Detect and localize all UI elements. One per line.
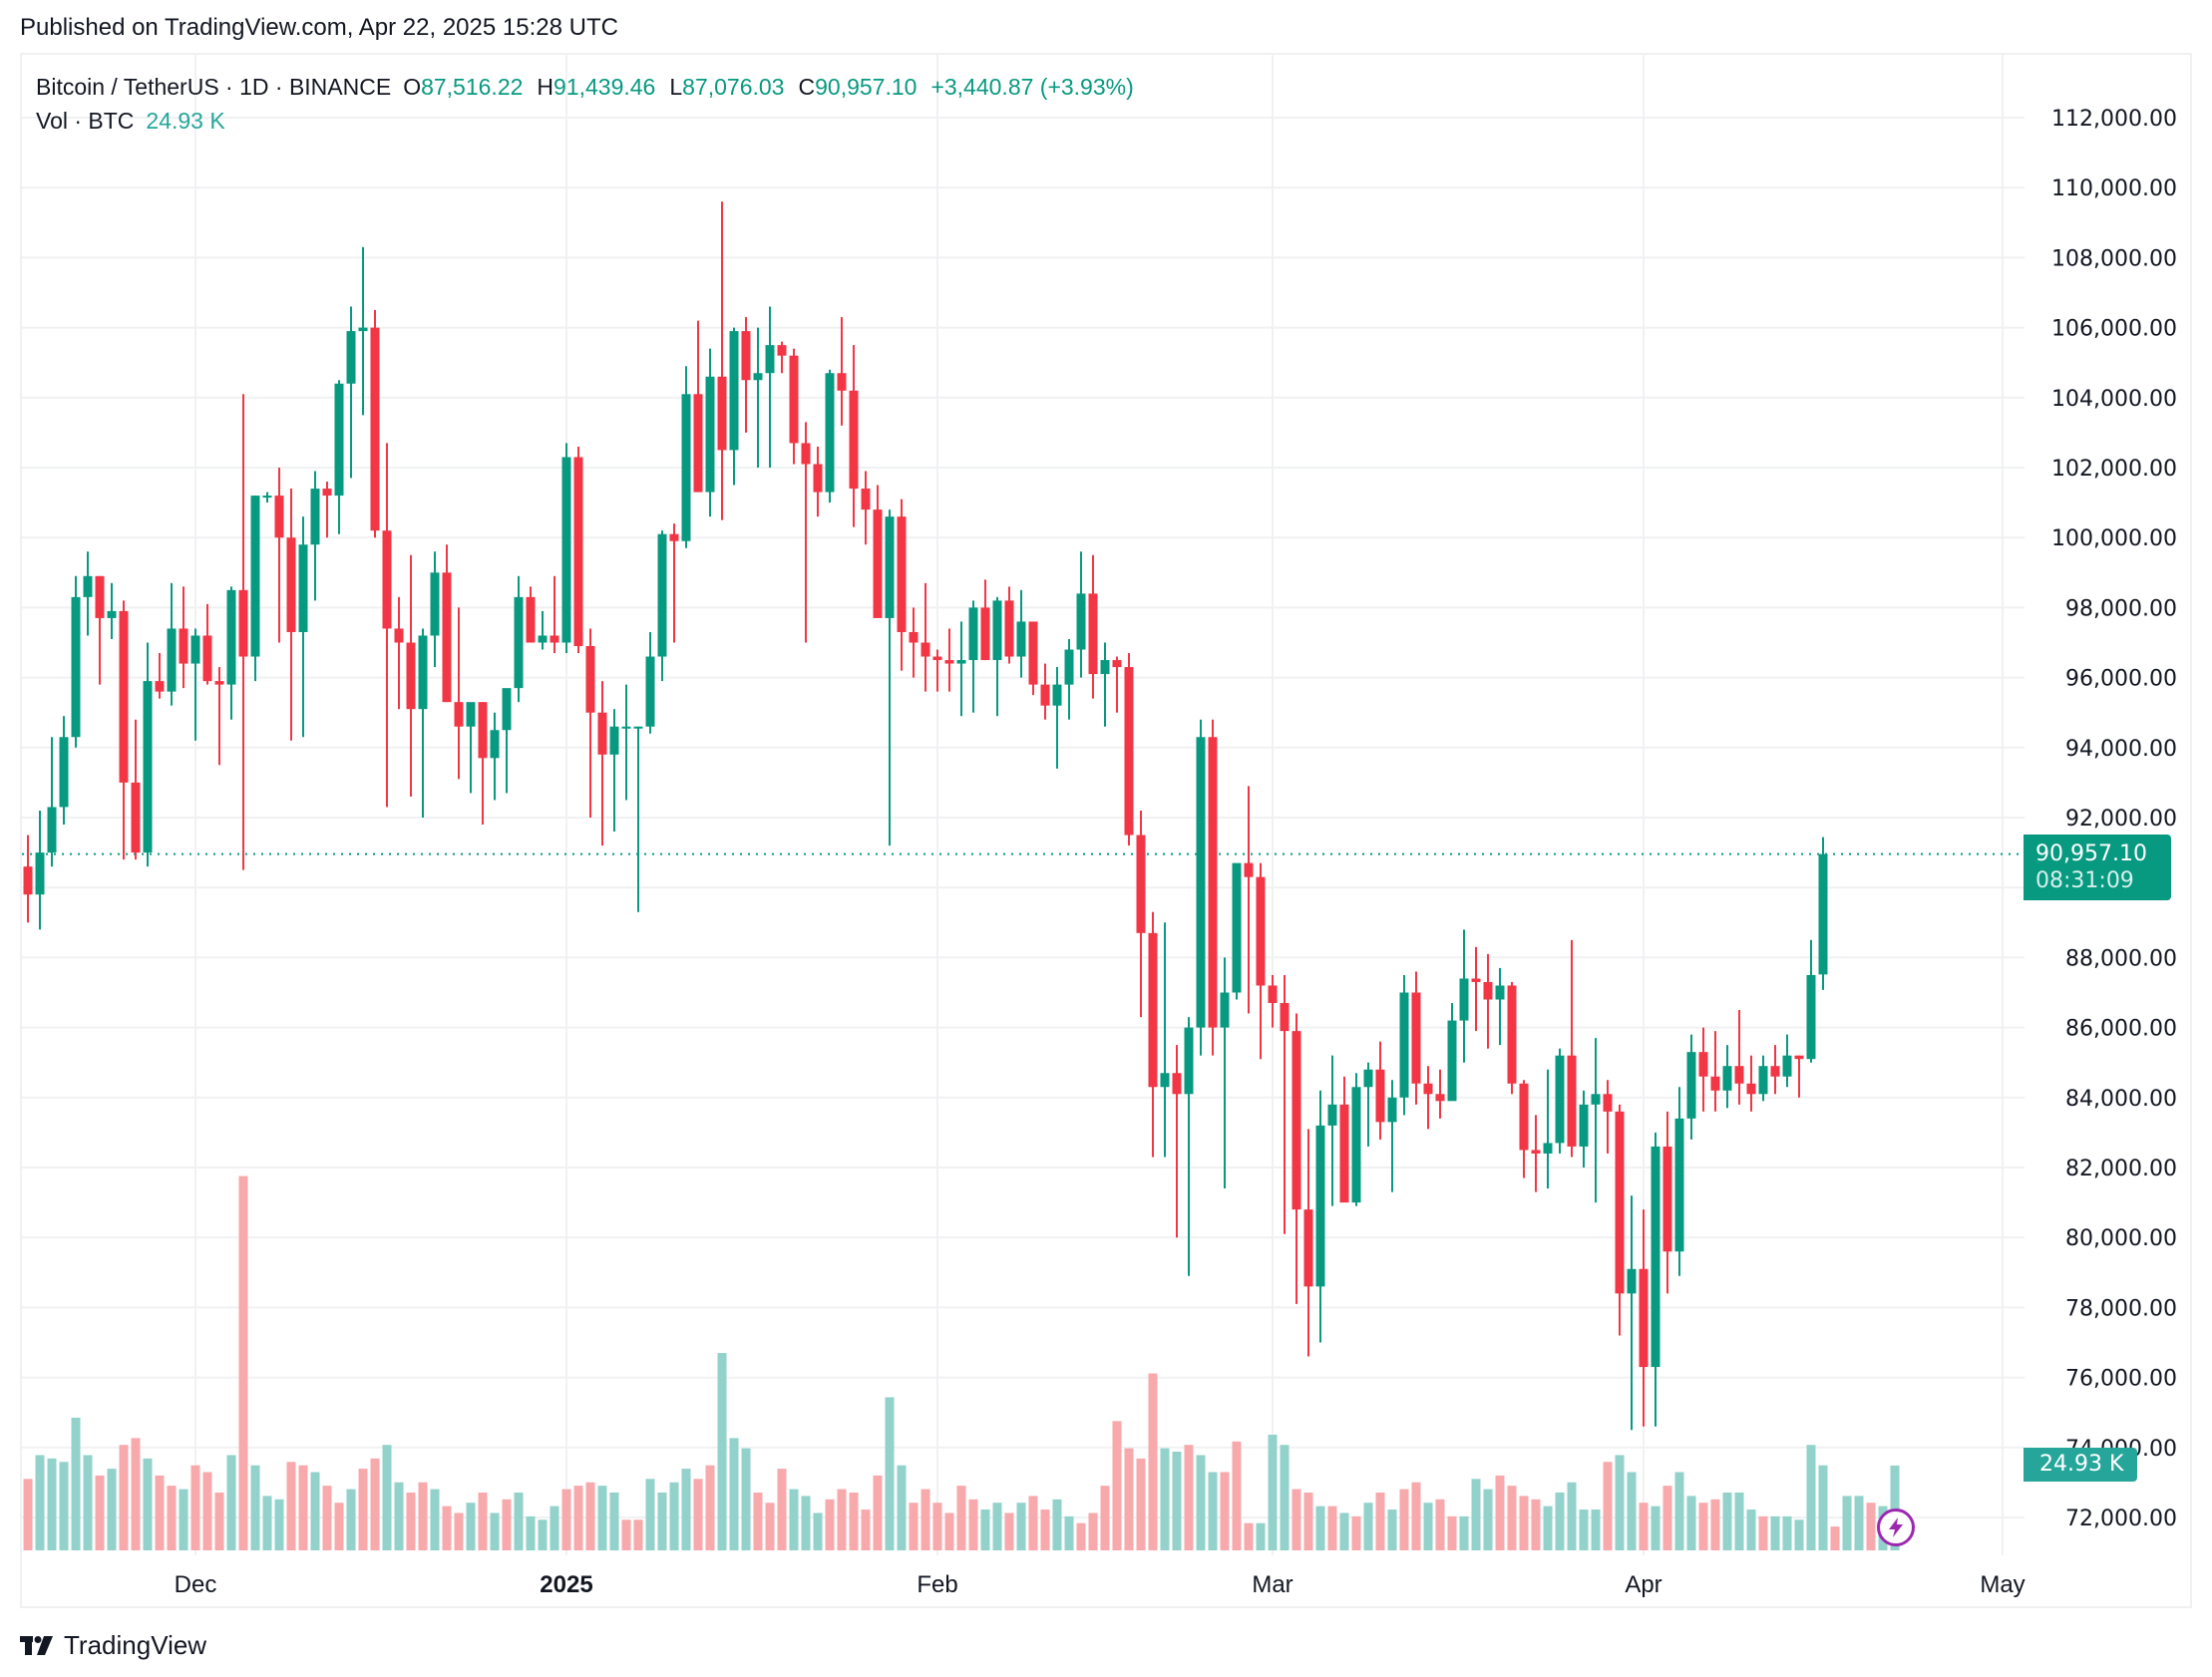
time-tick-label: May — [1980, 1571, 2025, 1598]
high-key: H — [537, 74, 554, 100]
price-tick-label: 100,000.00 — [2051, 526, 2177, 551]
bolt-glyph-icon — [1889, 1517, 1903, 1537]
price-tick-label: 110,000.00 — [2051, 176, 2177, 201]
price-tick-label: 82,000.00 — [2065, 1157, 2177, 1181]
price-tick-label: 92,000.00 — [2065, 807, 2177, 832]
tv-logo-icon — [20, 1635, 53, 1655]
volume-tag: 24.93 K — [2024, 1448, 2137, 1482]
price-tick-label: 108,000.00 — [2051, 246, 2177, 271]
price-tick-label: 84,000.00 — [2065, 1087, 2177, 1112]
chart-frame — [20, 53, 2192, 1608]
ohlc-row: Bitcoin / TetherUS · 1D · BINANCE O 87,51… — [36, 70, 1134, 104]
open-key: O — [403, 74, 422, 100]
published-caption: Published on TradingView.com, Apr 22, 20… — [20, 14, 618, 41]
volume-label[interactable]: Vol · BTC — [36, 108, 135, 134]
last-price-tag: 90,957.10 08:31:09 — [2024, 835, 2171, 900]
price-tick-label: 94,000.00 — [2065, 737, 2177, 762]
time-tick-label: Mar — [1252, 1571, 1292, 1598]
change-value: +3,440.87 (+3.93%) — [930, 74, 1134, 100]
price-candles — [23, 201, 1828, 1431]
volume-row: Vol · BTC 24.93 K — [36, 104, 1134, 138]
tradingview-logo[interactable]: TradingView — [20, 1630, 206, 1661]
volume-bars — [23, 1175, 1900, 1550]
low-key: L — [669, 74, 683, 100]
price-axis[interactable]: 112,000.00 110,000.00 108,000.00 106,000.00… — [2051, 107, 2177, 1531]
chart-legend: Bitcoin / TetherUS · 1D · BINANCE O 87,51… — [36, 70, 1134, 138]
price-tick-label: 86,000.00 — [2065, 1017, 2177, 1042]
price-tick-label: 78,000.00 — [2065, 1296, 2177, 1321]
symbol-title[interactable]: Bitcoin / TetherUS · 1D · BINANCE — [36, 74, 392, 100]
time-axis[interactable]: Dec 2025 Feb Mar Apr May — [175, 1571, 2026, 1598]
bar-countdown: 08:31:09 — [2035, 868, 2134, 893]
price-tick-label: 112,000.00 — [2051, 107, 2177, 132]
price-tick-label: 80,000.00 — [2065, 1226, 2177, 1251]
time-tick-label: Feb — [917, 1571, 957, 1598]
low-value: 87,076.03 — [682, 74, 785, 100]
grid-lines — [22, 55, 2025, 1555]
brand-name: TradingView — [64, 1630, 207, 1660]
time-tick-label: Apr — [1625, 1571, 1661, 1598]
time-tick-label: Dec — [175, 1571, 217, 1598]
open-value: 87,516.22 — [421, 74, 524, 100]
price-tick-label: 96,000.00 — [2065, 667, 2177, 692]
volume-value: 24.93 K — [146, 108, 225, 134]
price-tick-label: 72,000.00 — [2065, 1507, 2177, 1531]
price-tick-label: 88,000.00 — [2065, 946, 2177, 971]
time-tick-label: 2025 — [540, 1571, 592, 1598]
last-price-value: 90,957.10 — [2035, 841, 2147, 866]
high-value: 91,439.46 — [553, 74, 656, 100]
close-value: 90,957.10 — [815, 74, 918, 100]
close-key: C — [798, 74, 816, 100]
price-tick-label: 106,000.00 — [2051, 317, 2177, 342]
price-tick-label: 98,000.00 — [2065, 596, 2177, 621]
price-tick-label: 76,000.00 — [2065, 1367, 2177, 1392]
price-tick-label: 104,000.00 — [2051, 387, 2177, 412]
price-tick-label: 102,000.00 — [2051, 457, 2177, 482]
lightning-icon[interactable] — [1877, 1509, 1915, 1546]
